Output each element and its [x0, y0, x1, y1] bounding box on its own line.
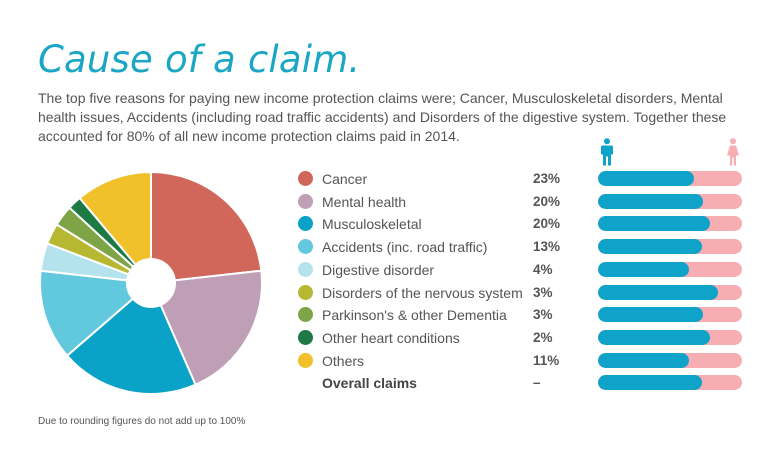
legend-label: Parkinson's & other Dementia: [322, 307, 507, 324]
legend-row: Mental health 20%: [0, 192, 780, 212]
male-person-icon: [600, 138, 614, 171]
legend-row: Others 11%: [0, 351, 780, 371]
gender-split-bar: [598, 375, 742, 391]
legend-label: Mental health: [322, 193, 407, 210]
intro-paragraph: The top five reasons for paying new inco…: [38, 90, 727, 144]
legend-label: Accidents (inc. road traffic): [322, 239, 488, 256]
legend-percentage: 13%: [533, 239, 561, 255]
gender-split-bar: [598, 261, 742, 277]
pie-center-hole: [126, 258, 176, 308]
legend-swatch: [298, 171, 313, 186]
pie-slice-8: [78, 170, 152, 286]
legend-swatch: [298, 261, 313, 277]
legend-swatch: [298, 307, 313, 323]
gender-split-bar: [598, 193, 742, 209]
legend-row: Accidents (inc. road traffic) 13%: [0, 237, 780, 257]
legend-row: Other heart conditions 2%: [0, 328, 780, 348]
legend-label: Others: [322, 352, 365, 369]
legend-row: Overall claims –: [0, 373, 780, 393]
gender-split-bar: [598, 216, 742, 232]
pie-slice-3: [39, 269, 154, 358]
female-person-icon: [726, 138, 740, 171]
legend-swatch: [298, 193, 313, 209]
legend-percentage: 4%: [533, 261, 553, 277]
legend-row: Cancer 23%: [0, 169, 780, 189]
legend-row: Digestive disorder 4%: [0, 260, 780, 280]
male-share-fill: [598, 375, 702, 391]
pie-slice-2: [65, 281, 197, 395]
legend-row: Parkinson's & other Dementia 3%: [0, 305, 780, 325]
gender-split-bar: [598, 284, 742, 300]
legend-percentage: 23%: [533, 171, 561, 186]
male-share-fill: [598, 193, 704, 209]
legend-percentage: 11%: [533, 352, 560, 368]
legend-label: Other heart conditions: [322, 329, 460, 346]
legend-percentage: 20%: [533, 193, 561, 209]
male-share-fill: [598, 307, 704, 323]
legend-percentage: 3%: [533, 307, 553, 323]
legend-swatch: [298, 352, 313, 368]
legend-label: Digestive disorder: [322, 261, 435, 278]
gender-split-bar: [598, 329, 742, 345]
gender-split-bar: [598, 171, 742, 186]
male-share-fill: [598, 261, 689, 277]
legend-label: Cancer: [322, 171, 368, 187]
legend-row: Disorders of the nervous system 3%: [0, 283, 780, 303]
legend-label: Overall claims: [322, 375, 417, 392]
legend-label: Musculoskeletal: [322, 216, 422, 233]
male-share-fill: [598, 329, 711, 345]
page-title: Cause of a claim.: [38, 38, 361, 81]
pie-slice-1: [149, 269, 263, 387]
pie-slice-0: [150, 170, 263, 285]
footnote: Due to rounding figures do not add up to…: [38, 416, 246, 427]
gender-split-bar: [598, 239, 742, 255]
male-share-fill: [598, 352, 689, 368]
legend-percentage: –: [533, 375, 541, 391]
legend-swatch: [298, 239, 313, 255]
legend-percentage: 2%: [533, 329, 553, 345]
legend-swatch: [298, 284, 313, 300]
male-share-fill: [598, 171, 695, 186]
legend-swatch: [298, 329, 313, 345]
pie-chart: [39, 170, 263, 395]
legend-percentage: 3%: [533, 284, 553, 300]
legend-label: Disorders of the nervous system: [322, 284, 523, 301]
gender-split-bar: [598, 307, 742, 323]
legend-percentage: 20%: [533, 216, 561, 232]
legend-row: Musculoskeletal 20%: [0, 214, 780, 234]
legend-swatch: [298, 216, 313, 232]
male-share-fill: [598, 284, 718, 300]
male-share-fill: [598, 216, 711, 232]
male-share-fill: [598, 239, 702, 255]
gender-split-bar: [598, 352, 742, 368]
